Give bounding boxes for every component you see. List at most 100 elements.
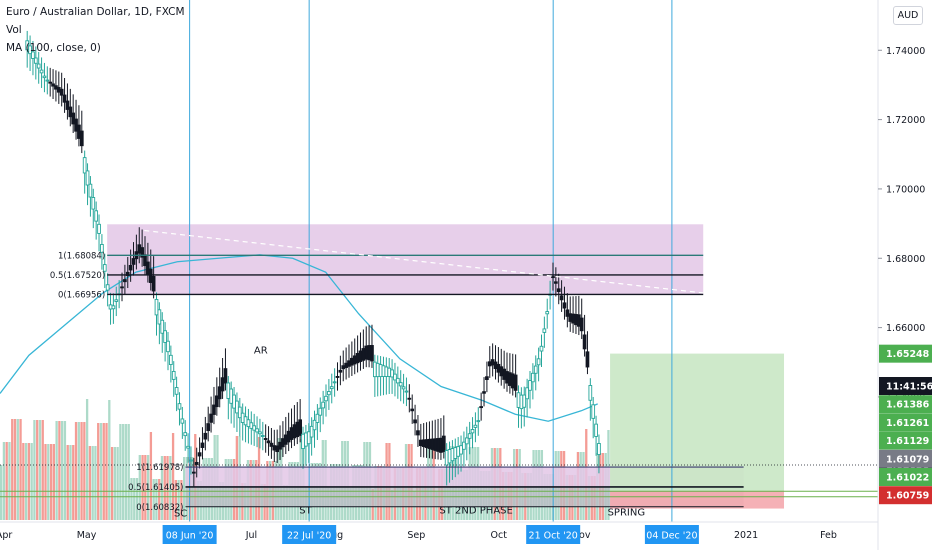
time-axis-label: Nov bbox=[572, 530, 591, 541]
candle-body bbox=[237, 406, 242, 419]
candle-body bbox=[542, 328, 547, 333]
volume-bar bbox=[177, 480, 180, 520]
price-badge bbox=[879, 431, 932, 450]
date-badge-label-0: 08 Jun '20 bbox=[166, 531, 214, 542]
candle-body bbox=[85, 170, 90, 186]
date-badge-0 bbox=[162, 525, 217, 544]
candle-body bbox=[505, 371, 509, 384]
candle-body bbox=[350, 357, 354, 366]
candle-body bbox=[318, 407, 323, 416]
candle-body bbox=[430, 438, 435, 450]
candle-body bbox=[128, 264, 133, 271]
candle-body bbox=[171, 370, 176, 380]
date-badge-label-1: 22 Jul '20 bbox=[287, 531, 331, 542]
candle-body bbox=[536, 358, 541, 366]
candle-body bbox=[169, 354, 173, 365]
candle-body bbox=[232, 394, 236, 409]
candle-body bbox=[525, 387, 529, 400]
date-badge-2 bbox=[526, 525, 581, 544]
date-badge-1 bbox=[282, 525, 337, 544]
candle-body bbox=[157, 309, 162, 325]
volume-bar bbox=[166, 456, 169, 520]
candle-body bbox=[301, 433, 305, 450]
volume-bar bbox=[38, 420, 42, 520]
candle-body bbox=[102, 264, 107, 272]
candle-body bbox=[551, 276, 555, 279]
volume-bar bbox=[183, 457, 186, 520]
volume-bar bbox=[174, 480, 178, 520]
volume-bar bbox=[49, 444, 53, 520]
candle-body bbox=[574, 314, 578, 326]
currency-badge[interactable]: AUD bbox=[893, 6, 923, 25]
volume-bar bbox=[55, 421, 58, 520]
price-badge bbox=[879, 344, 932, 363]
candle-body bbox=[407, 397, 412, 400]
candle-body bbox=[229, 388, 234, 404]
candle-body bbox=[579, 317, 584, 332]
volume-bar bbox=[171, 433, 175, 520]
candle-body bbox=[209, 413, 213, 423]
candle-body bbox=[177, 403, 182, 410]
time-axis-label: Oct bbox=[491, 530, 508, 541]
price-axis-label: 1.70000 bbox=[886, 184, 925, 195]
price-axis-label: 1.74000 bbox=[886, 46, 925, 57]
candle-body bbox=[74, 118, 78, 132]
volume-bar bbox=[11, 419, 14, 520]
candle-body bbox=[476, 420, 481, 423]
candle-body bbox=[364, 345, 369, 360]
candle-body bbox=[341, 365, 346, 370]
candle-body bbox=[329, 386, 334, 390]
volume-bar bbox=[127, 424, 130, 520]
volume-bar bbox=[63, 421, 67, 520]
candle-body bbox=[100, 244, 104, 253]
candle-body bbox=[304, 432, 308, 447]
volume-bar bbox=[169, 456, 172, 520]
candle-body bbox=[79, 130, 84, 147]
fib-upper-label-0: 1(1.68084) bbox=[58, 251, 105, 261]
price-axis-label: 1.72000 bbox=[886, 115, 925, 126]
volume-bar bbox=[102, 423, 105, 520]
time-axis-background bbox=[0, 522, 932, 550]
candle-body bbox=[140, 247, 144, 258]
volume-bar bbox=[30, 443, 33, 520]
candle-body bbox=[559, 295, 564, 301]
volume-bar bbox=[113, 447, 116, 520]
candle-body bbox=[591, 404, 596, 419]
candle-body bbox=[467, 433, 472, 439]
candle-body bbox=[235, 400, 239, 414]
candle-body bbox=[298, 419, 302, 436]
volume-bar bbox=[2, 442, 6, 520]
candle-body bbox=[292, 424, 297, 439]
candle-body bbox=[513, 374, 518, 391]
moving-average-label[interactable]: MA (100, close, 0) bbox=[6, 42, 101, 54]
candle-body bbox=[473, 424, 478, 428]
candle-body bbox=[240, 412, 245, 423]
candle-body bbox=[56, 87, 61, 93]
candle-body bbox=[88, 183, 93, 198]
candle-body bbox=[418, 439, 423, 447]
candle-body bbox=[125, 271, 130, 277]
candle-body bbox=[568, 313, 573, 322]
annotation-sc: SC bbox=[174, 509, 187, 520]
annotation-st: ST bbox=[299, 505, 312, 516]
trend-dashed-line bbox=[144, 229, 704, 294]
volume-bar bbox=[144, 455, 147, 520]
price-badge-label: 1.61261 bbox=[886, 418, 929, 429]
candle-body bbox=[496, 363, 501, 373]
candle-body bbox=[439, 437, 443, 453]
volume-indicator-label[interactable]: Vol bbox=[6, 24, 22, 36]
candle-body bbox=[576, 314, 581, 327]
volume-bar bbox=[13, 419, 17, 520]
candle-body bbox=[71, 112, 76, 125]
candle-body bbox=[398, 382, 403, 387]
price-badge bbox=[879, 449, 932, 468]
price-badge bbox=[879, 486, 932, 505]
candle-body bbox=[123, 279, 127, 283]
volume-bar bbox=[116, 447, 119, 520]
symbol-title[interactable]: Euro / Australian Dollar, 1D, FXCM bbox=[6, 6, 185, 18]
candle-body bbox=[154, 298, 159, 316]
candle-body bbox=[510, 373, 515, 389]
candle-body bbox=[36, 63, 41, 69]
price-badge-label: 1.60759 bbox=[886, 491, 929, 502]
